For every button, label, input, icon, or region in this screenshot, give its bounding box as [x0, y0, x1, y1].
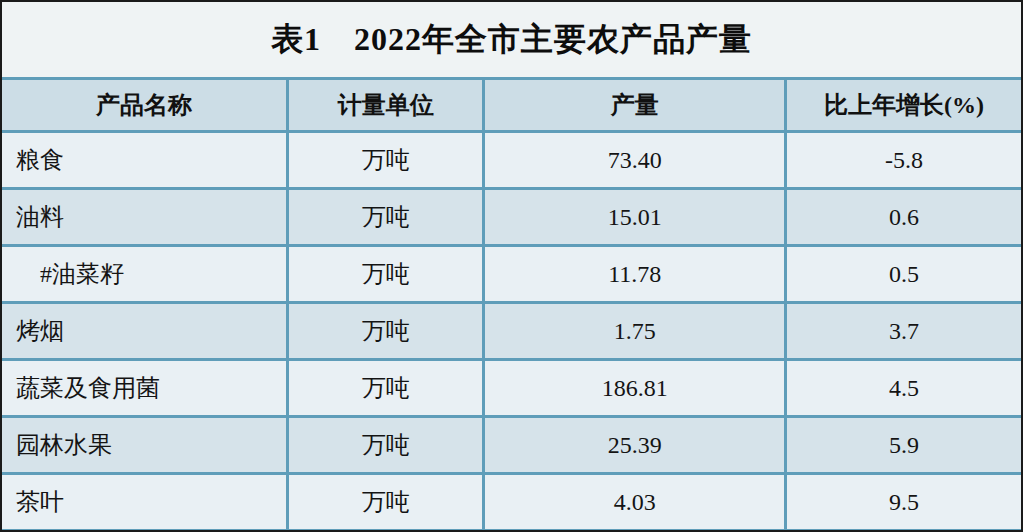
cell-product-name: 烤烟	[2, 303, 287, 360]
cell-product-name: 茶叶	[2, 474, 287, 531]
cell-unit: 万吨	[287, 246, 484, 303]
cell-output: 1.75	[484, 303, 786, 360]
table-row: 烤烟 万吨 1.75 3.7	[2, 303, 1021, 360]
cell-unit: 万吨	[287, 303, 484, 360]
cell-product-name: #油菜籽	[2, 246, 287, 303]
cell-output: 25.39	[484, 417, 786, 474]
cell-output: 186.81	[484, 360, 786, 417]
cell-unit: 万吨	[287, 417, 484, 474]
cell-growth: 3.7	[786, 303, 1021, 360]
cell-output: 4.03	[484, 474, 786, 531]
cell-growth: 4.5	[786, 360, 1021, 417]
cell-growth: 0.5	[786, 246, 1021, 303]
cell-product-name: 粮食	[2, 132, 287, 189]
cell-growth: 9.5	[786, 474, 1021, 531]
col-header-growth: 比上年增长(%)	[786, 79, 1021, 132]
table-figure: 表1 2022年全市主要农产品产量 产品名称 计量单位 产量 比上年增长(%) …	[0, 0, 1023, 532]
cell-product-name: 蔬菜及食用菌	[2, 360, 287, 417]
col-header-product-name: 产品名称	[2, 79, 287, 132]
table-row: 油料 万吨 15.01 0.6	[2, 189, 1021, 246]
cell-output: 15.01	[484, 189, 786, 246]
table-row: #油菜籽 万吨 11.78 0.5	[2, 246, 1021, 303]
cell-unit: 万吨	[287, 132, 484, 189]
header-row: 产品名称 计量单位 产量 比上年增长(%)	[2, 79, 1021, 132]
table-row: 园林水果 万吨 25.39 5.9	[2, 417, 1021, 474]
table-row: 蔬菜及食用菌 万吨 186.81 4.5	[2, 360, 1021, 417]
table-row: 茶叶 万吨 4.03 9.5	[2, 474, 1021, 531]
cell-unit: 万吨	[287, 360, 484, 417]
cell-growth: 5.9	[786, 417, 1021, 474]
table-row: 粮食 万吨 73.40 -5.8	[2, 132, 1021, 189]
cell-unit: 万吨	[287, 189, 484, 246]
cell-unit: 万吨	[287, 474, 484, 531]
cell-product-name: 园林水果	[2, 417, 287, 474]
cell-growth: 0.6	[786, 189, 1021, 246]
col-header-output: 产量	[484, 79, 786, 132]
cell-output: 11.78	[484, 246, 786, 303]
cell-output: 73.40	[484, 132, 786, 189]
cell-product-name: 油料	[2, 189, 287, 246]
data-table: 产品名称 计量单位 产量 比上年增长(%) 粮食 万吨 73.40 -5.8 油…	[2, 77, 1021, 532]
cell-growth: -5.8	[786, 132, 1021, 189]
col-header-unit: 计量单位	[287, 79, 484, 132]
table-title: 表1 2022年全市主要农产品产量	[2, 2, 1021, 77]
